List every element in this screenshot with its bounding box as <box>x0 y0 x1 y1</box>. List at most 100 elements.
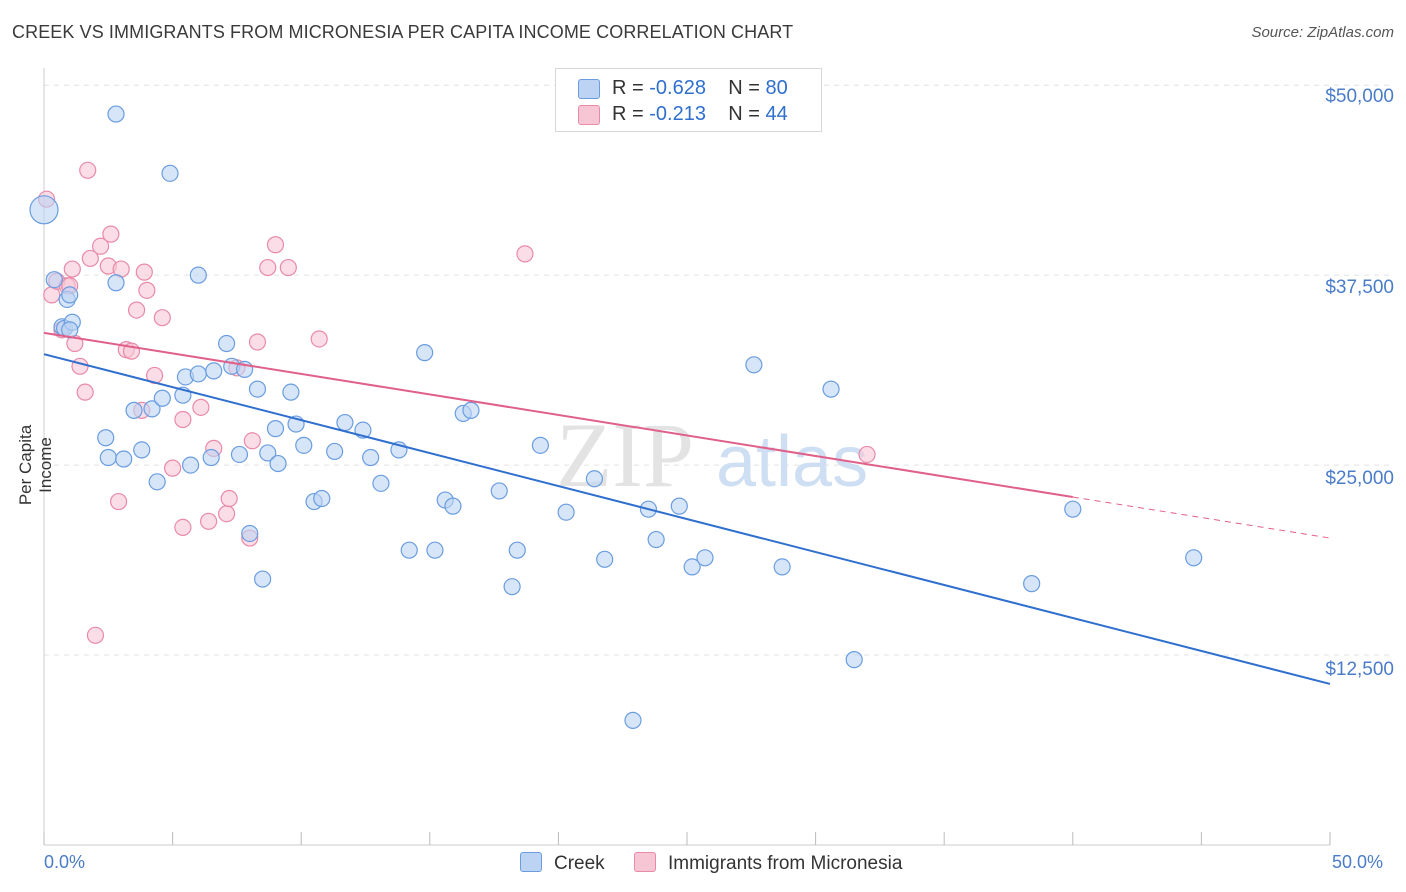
creek-point <box>462 401 480 419</box>
micronesia-point <box>248 333 267 351</box>
micronesia-point <box>127 301 146 319</box>
micronesia-point <box>310 330 328 348</box>
micronesia-point <box>153 309 171 327</box>
creek-point <box>97 429 115 447</box>
micronesia-point <box>164 459 182 477</box>
creek-point <box>266 420 285 438</box>
creek-point <box>99 448 117 467</box>
creek-point <box>1064 500 1082 518</box>
creek-point <box>670 497 688 515</box>
legend-micronesia-label: Immigrants from Micronesia <box>668 853 903 874</box>
r-value: -0.213 <box>649 103 706 125</box>
micronesia-points <box>37 161 876 644</box>
micronesia-point <box>174 518 192 537</box>
creek-point <box>45 271 63 289</box>
micronesia-point <box>192 398 210 416</box>
micronesia-point <box>76 383 94 401</box>
creek-point <box>153 389 171 407</box>
creek-point <box>845 651 863 669</box>
creek-point <box>189 266 207 284</box>
micronesia-point <box>86 626 105 644</box>
creek-point <box>773 558 791 576</box>
creek-point <box>1023 575 1041 593</box>
y-axis-label: Per Capita Income <box>16 424 55 506</box>
r-label: R = <box>612 103 644 125</box>
micronesia-point <box>516 245 534 263</box>
creek-point <box>1185 549 1203 567</box>
n-label: N = <box>728 103 760 125</box>
creek-point <box>182 456 200 474</box>
r-value: -0.628 <box>649 77 706 99</box>
micronesia-point <box>63 260 81 278</box>
creek-point <box>313 489 331 508</box>
creek-point <box>326 442 344 461</box>
micronesia-point <box>81 249 99 268</box>
micronesia-point <box>218 505 236 523</box>
creek-trend-line <box>43 353 1331 685</box>
micronesia-trend-line <box>43 331 1073 498</box>
micronesia-point <box>858 445 876 464</box>
creek-point <box>218 334 236 353</box>
y-tick-label: $25,000 <box>1325 468 1394 489</box>
micronesia-point <box>102 225 120 243</box>
creek-point <box>202 448 220 467</box>
creek-swatch <box>578 79 600 99</box>
creek-point <box>508 541 526 559</box>
y-tick-label: $37,500 <box>1325 277 1394 298</box>
creek-point <box>133 441 151 459</box>
micronesia-point <box>71 357 89 375</box>
creek-point <box>125 401 143 419</box>
creek-point <box>696 549 714 567</box>
creek-swatch <box>520 852 542 872</box>
source-label: Source: ZipAtlas.com <box>1251 24 1394 41</box>
watermark-zip: ZIP <box>556 404 694 506</box>
chart-title: CREEK VS IMMIGRANTS FROM MICRONESIA PER … <box>12 22 794 42</box>
creek-point <box>295 436 313 454</box>
micronesia-point <box>266 236 285 254</box>
creek-point <box>585 470 604 488</box>
micronesia-point <box>259 258 277 277</box>
creek-point <box>29 195 59 225</box>
watermark: ZIP atlas <box>556 404 868 506</box>
y-tick-label: $50,000 <box>1325 86 1394 107</box>
micronesia-swatch <box>634 852 656 872</box>
creek-point <box>254 570 272 588</box>
n-value: 80 <box>765 77 788 99</box>
creek-point <box>490 482 508 500</box>
creek-point <box>189 365 207 383</box>
creek-point <box>61 286 79 304</box>
creek-point <box>107 105 125 123</box>
creek-point <box>596 550 614 568</box>
micronesia-point <box>243 432 261 450</box>
creek-point <box>248 380 267 398</box>
n-value: 44 <box>765 103 788 125</box>
creek-point <box>647 530 665 549</box>
watermark-atlas: atlas <box>716 422 868 502</box>
creek-point <box>107 274 125 292</box>
micronesia-point <box>220 489 238 508</box>
creek-point <box>241 524 259 543</box>
creek-point <box>115 450 133 468</box>
micronesia-point <box>200 512 218 530</box>
micronesia-point <box>135 263 153 281</box>
creek-point <box>282 383 300 401</box>
legend-item-creek: Creek <box>520 852 605 875</box>
creek-point <box>161 164 179 182</box>
creek-point <box>745 356 763 374</box>
legend-item-micronesia: Immigrants from Micronesia <box>634 852 902 875</box>
micronesia-point <box>279 258 297 277</box>
creek-point <box>531 436 549 454</box>
micronesia-trend-extension <box>1072 496 1331 539</box>
micronesia-point <box>174 410 192 429</box>
creek-point <box>143 400 161 418</box>
creek-point <box>416 344 434 362</box>
creek-point <box>205 362 223 380</box>
creek-point <box>822 380 840 398</box>
creek-point <box>372 474 390 492</box>
r-label: R = <box>612 77 644 99</box>
creek-point <box>557 503 575 521</box>
creek-points <box>29 105 1203 729</box>
creek-point <box>503 578 521 596</box>
x-tick-label: 50.0% <box>1332 852 1384 872</box>
